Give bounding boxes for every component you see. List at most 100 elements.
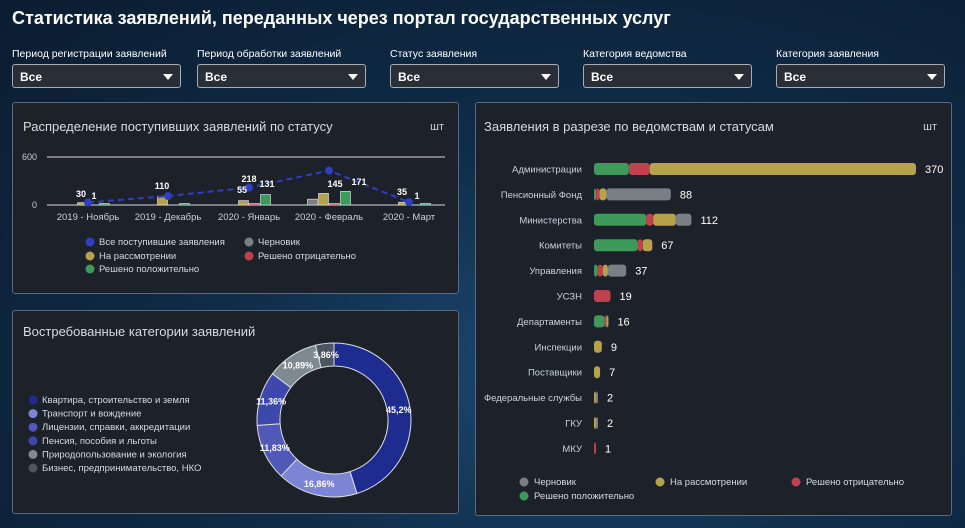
filter-label: Период регистрации заявлений — [12, 48, 167, 60]
legend-marker — [28, 436, 38, 446]
categories-donut-chart: Квартира, строительство и земля Транспорт… — [28, 342, 412, 498]
processing-period-select[interactable]: Все — [197, 64, 366, 88]
y-tick-label: 600 — [22, 152, 37, 162]
line-point — [245, 183, 253, 192]
select-value: Все — [784, 70, 807, 84]
legend-label: Природопользование и экология — [42, 449, 187, 460]
bar — [179, 203, 190, 206]
bar-segment — [596, 188, 600, 201]
legend-marker — [28, 449, 38, 459]
bar-segment — [594, 315, 605, 328]
departments-panel: Заявления в разрезе по ведомствам и стат… — [475, 102, 952, 516]
bar-segment — [675, 213, 692, 226]
category-label: Департаменты — [517, 317, 582, 328]
total-label: 88 — [680, 189, 692, 201]
categories-panel: Востребованные категории заявлений Кварт… — [12, 310, 459, 514]
bar-segment — [594, 290, 611, 302]
bar-segment — [594, 239, 638, 252]
bar-segment — [653, 213, 676, 226]
legend-label: На рассмотрении — [99, 251, 176, 262]
x-tick-label: 2020 - Февраль — [295, 212, 363, 223]
bar-segment — [594, 442, 596, 455]
legend-label: Решено отрицательно — [258, 251, 356, 262]
slice-label: 45,2% — [386, 405, 412, 415]
x-tick-label: 2020 - Март — [383, 212, 436, 223]
total-label: 37 — [635, 266, 647, 278]
bar-segment — [607, 264, 627, 277]
pie-slice — [314, 342, 335, 369]
filter-status: Статус заявления Все — [390, 48, 559, 88]
total-label: 7 — [609, 367, 615, 379]
filter-application-category: Категория заявления Все — [776, 48, 945, 88]
data-label: 1 — [414, 191, 419, 201]
legend-label: Квартира, строительство и земля — [42, 395, 190, 406]
bar-segment — [594, 264, 598, 277]
panel-title: Распределение поступивших заявлений по с… — [23, 119, 333, 134]
legend-marker — [519, 491, 529, 501]
legend-marker — [85, 237, 95, 247]
line-point — [164, 192, 172, 201]
panel-title: Востребованные категории заявлений — [23, 324, 256, 339]
page-title: Статистика заявлений, переданных через п… — [12, 8, 671, 28]
line-point — [84, 198, 92, 207]
category-label: ГКУ — [565, 419, 583, 430]
slice-label: 11,36% — [256, 396, 286, 406]
data-label: 30 — [76, 189, 86, 199]
bar-segment — [594, 391, 596, 404]
select-value: Все — [591, 70, 614, 84]
status-select[interactable]: Все — [390, 64, 559, 88]
y-tick-label: 0 — [32, 200, 37, 210]
category-label: Федеральные службы — [484, 393, 582, 404]
data-label: 35 — [397, 187, 407, 197]
legend-label: Все поступившие заявления — [99, 237, 225, 248]
data-label: 171 — [351, 177, 366, 187]
bar — [249, 203, 260, 206]
legend-marker — [519, 477, 529, 487]
total-label: 2 — [607, 418, 613, 430]
registration-period-select[interactable]: Все — [12, 64, 181, 88]
slice-label: 10,89% — [283, 360, 314, 370]
caret-down-icon — [541, 74, 551, 80]
slice-label: 11,83% — [260, 443, 290, 453]
data-label: 55 — [237, 185, 247, 195]
legend-marker — [244, 251, 254, 261]
legend-label: Решено положительно — [99, 264, 199, 275]
unit-label: шт — [923, 121, 937, 133]
select-value: Все — [20, 70, 43, 84]
filter-label: Категория ведомства — [583, 48, 687, 60]
departments-chart: Администрации 370 Пенсионный Фонд 88 Министе… — [484, 163, 943, 502]
category-label: Инспекции — [535, 342, 582, 353]
bar-segment — [642, 239, 653, 252]
application-category-select[interactable]: Все — [776, 64, 945, 88]
status-chart: 600 0 2019 - Ноябрь 2019 - Декабрь 2020 - Ян… — [22, 152, 445, 275]
legend-label: Транспорт и вождение — [42, 409, 141, 420]
bar-segment — [594, 340, 602, 353]
bar-segment — [594, 163, 629, 175]
bar — [420, 203, 431, 206]
bar-segment — [628, 163, 650, 175]
caret-down-icon — [163, 74, 173, 80]
bar-segment — [649, 163, 916, 175]
legend-marker — [28, 422, 38, 432]
bar — [307, 198, 318, 206]
bar-segment — [594, 417, 596, 429]
bar-segment — [606, 188, 671, 201]
bar — [318, 193, 329, 206]
filter-label: Категория заявления — [776, 48, 879, 60]
agency-category-select[interactable]: Все — [583, 64, 752, 88]
data-label: 145 — [327, 179, 342, 189]
bar-segment — [637, 239, 643, 252]
bar — [238, 200, 249, 206]
caret-down-icon — [734, 74, 744, 80]
legend-marker — [85, 264, 95, 274]
legend-label: Черновик — [258, 237, 301, 248]
bar-segment — [594, 366, 601, 379]
total-label: 2 — [607, 393, 613, 405]
category-label: Пенсионный Фонд — [501, 190, 583, 201]
total-label: 112 — [700, 215, 718, 227]
total-label: 16 — [617, 316, 629, 328]
legend-marker — [28, 463, 38, 473]
slice-label: 3,86% — [313, 350, 339, 360]
filter-registration-period: Период регистрации заявлений Все — [12, 48, 181, 88]
filter-label: Статус заявления — [390, 48, 478, 60]
